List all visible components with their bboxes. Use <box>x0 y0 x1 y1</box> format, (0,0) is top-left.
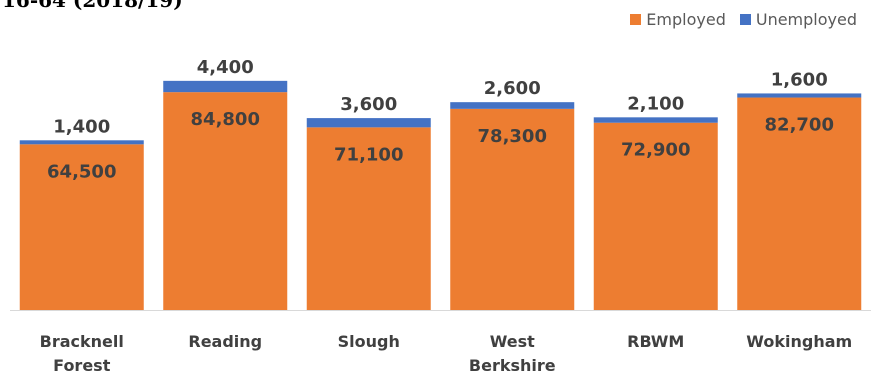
data-label-employed: 84,800 <box>191 109 260 130</box>
bar-unemployed <box>450 102 575 109</box>
data-label-unemployed: 2,100 <box>627 93 684 114</box>
bar-unemployed <box>19 140 144 145</box>
data-label-unemployed: 1,600 <box>771 69 828 90</box>
chart-title: 16-64 (2018/19) <box>2 0 183 12</box>
data-label-employed: 64,500 <box>47 161 116 182</box>
data-label-unemployed: 4,400 <box>197 57 254 78</box>
data-label-unemployed: 3,600 <box>340 94 397 115</box>
legend-label-employed: Employed <box>646 10 726 29</box>
category-label: West <box>490 332 535 351</box>
legend-item-unemployed: Unemployed <box>739 10 857 29</box>
bar-employed <box>19 144 144 310</box>
category-label: Bracknell <box>40 332 124 351</box>
category-label: RBWM <box>627 332 684 351</box>
bar-employed <box>306 127 431 310</box>
category-label: Wokingham <box>746 332 852 351</box>
category-label: Forest <box>53 356 111 375</box>
bar-employed <box>163 92 288 310</box>
category-label: Slough <box>338 332 400 351</box>
category-label: Berkshire <box>469 356 556 375</box>
bar-unemployed <box>306 118 431 128</box>
legend-item-employed: Employed <box>630 10 726 29</box>
data-label-unemployed: 2,600 <box>484 78 541 99</box>
legend-label-unemployed: Unemployed <box>755 10 857 29</box>
legend-swatch-employed <box>630 14 642 25</box>
bar-employed <box>593 122 718 310</box>
bar-unemployed <box>593 117 718 123</box>
data-label-employed: 78,300 <box>478 126 547 147</box>
bar-unemployed <box>163 80 288 93</box>
category-label: Reading <box>188 332 262 351</box>
bar-employed <box>450 108 575 311</box>
data-label-unemployed: 1,400 <box>53 116 110 137</box>
data-label-employed: 72,900 <box>621 140 690 161</box>
legend-swatch-unemployed <box>739 14 751 25</box>
data-label-employed: 71,100 <box>334 144 403 165</box>
bar-employed <box>737 97 862 310</box>
legend: Employed Unemployed <box>616 10 857 29</box>
data-label-employed: 82,700 <box>765 115 834 136</box>
bar-unemployed <box>737 93 862 98</box>
